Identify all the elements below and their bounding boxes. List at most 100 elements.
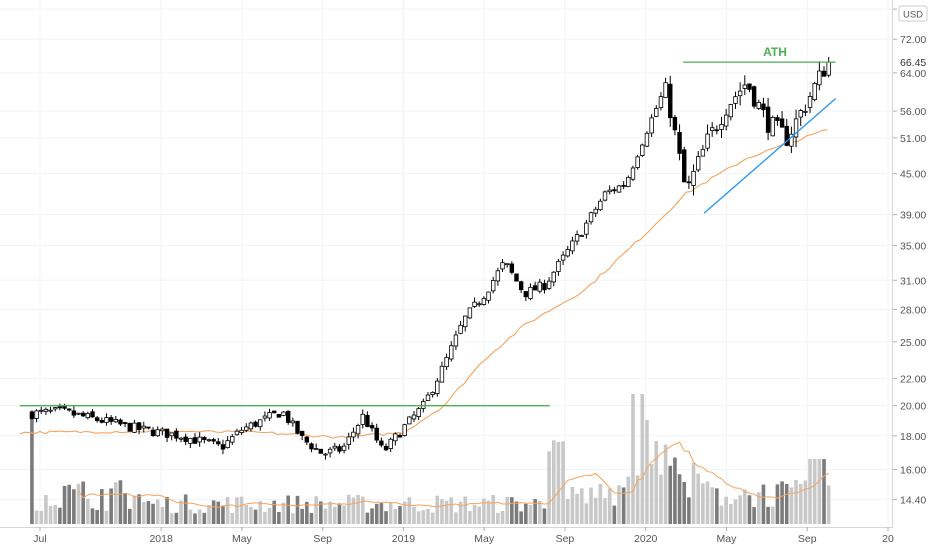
moving-average-line [20, 130, 828, 439]
candle-down [398, 435, 402, 437]
candle [473, 297, 477, 307]
volume-bar [435, 496, 439, 524]
candle-down [128, 423, 132, 431]
volume-bar [631, 394, 635, 524]
candle [221, 440, 225, 454]
volume-bar [338, 504, 342, 524]
candle-down [715, 130, 719, 131]
volume-bar [408, 497, 412, 524]
candle-up [804, 111, 808, 112]
candle-down [151, 430, 155, 436]
candle [35, 409, 39, 422]
candle [63, 404, 67, 410]
candle-up [608, 190, 612, 192]
volume-bar [370, 508, 374, 524]
candle-down [100, 420, 104, 422]
candle [673, 115, 677, 135]
volume-bar [189, 510, 193, 524]
volume-bar [100, 489, 104, 524]
volume-bar [268, 508, 272, 524]
candle [771, 116, 775, 137]
volume-bar [198, 509, 202, 524]
price-tick-label: 64.00 [900, 68, 926, 80]
candle [100, 417, 104, 423]
volume-bar [603, 498, 607, 524]
volume-bar [468, 511, 472, 524]
volume-bar [617, 485, 621, 524]
candle-up [710, 128, 714, 131]
volume-bar [449, 497, 453, 524]
volume-bar [496, 513, 500, 524]
volume-bar [808, 459, 812, 524]
candle-up [454, 335, 458, 346]
volume-bar [49, 506, 53, 524]
candle [310, 442, 314, 452]
candle-up [468, 308, 472, 318]
candle [659, 92, 663, 110]
volume-bar [207, 505, 211, 524]
candle [67, 408, 71, 411]
candle [235, 429, 239, 436]
candle [459, 321, 463, 334]
candle [142, 422, 146, 433]
candle [263, 411, 267, 421]
candle-up [473, 302, 477, 306]
candle [738, 82, 742, 105]
volume-bar [384, 511, 388, 524]
candle [361, 410, 365, 429]
candle [561, 251, 565, 265]
time-tick-label: 2019 [392, 533, 416, 545]
candle-up [440, 366, 444, 382]
candle-up [389, 439, 393, 448]
candle-up [757, 102, 761, 108]
volume-bar [263, 512, 267, 524]
candle-up [724, 115, 728, 126]
volume-bar [640, 394, 644, 524]
candle-up [86, 413, 90, 417]
candle-up [291, 421, 295, 423]
candle-down [543, 283, 547, 289]
volume-bar [133, 496, 137, 524]
candle-up [403, 425, 407, 436]
volume-bar [627, 477, 631, 524]
volume-bar [282, 503, 286, 524]
volume-bar [86, 499, 90, 524]
candle-up [561, 255, 565, 260]
candle [757, 100, 761, 110]
candle [114, 416, 118, 423]
candle [314, 444, 318, 450]
candle-up [435, 381, 439, 393]
price-axis[interactable]: 80.0072.0064.0056.0051.0045.0039.0035.00… [893, 0, 932, 550]
candle [766, 98, 770, 140]
candle [743, 75, 747, 95]
candle [762, 98, 766, 118]
candle-up [352, 432, 356, 437]
candle [468, 308, 472, 320]
candle [748, 83, 752, 92]
candle-down [822, 71, 826, 76]
volume-bar [585, 503, 589, 524]
volume-bar [594, 498, 598, 524]
candle [650, 114, 654, 137]
volume-bar [748, 495, 752, 524]
candles [30, 57, 830, 460]
candle-down [613, 190, 617, 191]
candle-up [314, 448, 318, 449]
volume-bar [422, 510, 426, 524]
candle-up [659, 97, 663, 108]
candle-up [720, 124, 724, 129]
volume-bar [356, 495, 360, 524]
candle-up [189, 438, 193, 443]
volume-bar [529, 505, 533, 524]
candle-up [263, 416, 267, 418]
candle-down [682, 150, 686, 182]
price-tick-label: 16.00 [900, 465, 926, 477]
candle [342, 443, 346, 454]
price-tick-label: 28.00 [900, 304, 926, 316]
volume-bar [762, 485, 766, 524]
candle [613, 187, 617, 194]
candle-up [282, 412, 286, 415]
